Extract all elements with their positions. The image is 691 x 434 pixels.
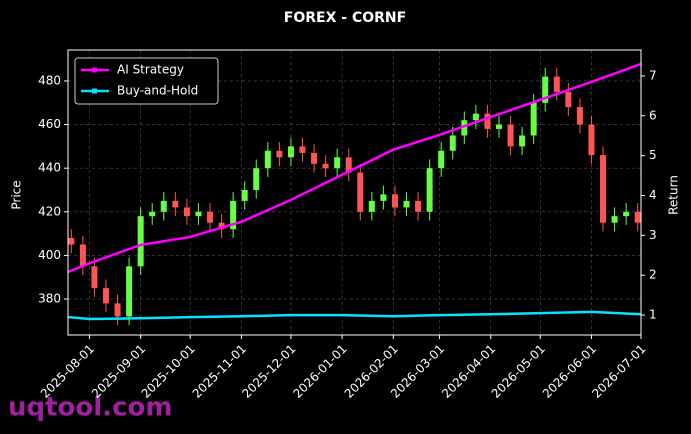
- line: [67, 310, 642, 321]
- candle-body: [102, 288, 109, 304]
- x-tick-label: 2026-07-01: [589, 342, 648, 401]
- candle-body: [299, 146, 306, 153]
- x-tick-label: 2025-12-01: [239, 342, 298, 401]
- candle-body: [218, 222, 225, 230]
- candle-body: [149, 211, 156, 217]
- candle-body: [311, 152, 318, 164]
- candle-body: [461, 120, 468, 136]
- chart-title: FOREX - CORNF: [284, 10, 406, 26]
- y-tick-label: 480: [38, 73, 61, 87]
- candle-body: [391, 194, 398, 208]
- candle-body: [264, 150, 271, 169]
- candle-body: [345, 157, 352, 173]
- candle-body: [230, 200, 237, 230]
- plot-frame: [67, 49, 642, 336]
- candle-body: [449, 135, 456, 151]
- line: [67, 62, 642, 274]
- candle-body: [495, 124, 502, 129]
- candle-body: [588, 124, 595, 156]
- candle-body: [79, 244, 86, 267]
- x-tick-label: 2026-01-01: [290, 342, 349, 401]
- candle-body: [160, 200, 167, 212]
- y2-tick-label: 2: [649, 268, 657, 282]
- candle-body: [519, 135, 526, 147]
- candle-body: [195, 211, 202, 217]
- y-tick-label: 380: [38, 292, 61, 306]
- y-tick-label: 400: [38, 248, 61, 262]
- legend-marker: [92, 88, 97, 94]
- candle-body: [91, 266, 98, 289]
- y2-tick-label: 3: [649, 228, 657, 242]
- y-tick-label: 460: [38, 117, 61, 131]
- candle-body: [68, 237, 75, 245]
- y-tick-label: 420: [38, 204, 61, 218]
- candle-body: [322, 163, 329, 169]
- candle-body: [241, 189, 248, 201]
- y2-tick-label: 4: [649, 188, 657, 202]
- candle-body: [126, 266, 133, 317]
- legend: AI Strategy Buy-and-Hold: [74, 57, 219, 105]
- candle-body: [611, 216, 618, 223]
- candle-body: [183, 207, 190, 217]
- candle-body: [334, 157, 341, 169]
- y2-tick-label: 6: [649, 108, 657, 122]
- candle-body: [380, 194, 387, 201]
- legend-label: Buy-and-Hold: [117, 84, 198, 98]
- candle-body: [484, 113, 491, 129]
- candle-body: [507, 124, 514, 147]
- candle-body: [600, 155, 607, 223]
- legend-box: [74, 57, 219, 105]
- y2-tick-label: 7: [649, 68, 657, 82]
- watermark: uqtool.com: [8, 393, 172, 423]
- x-tick-label: 2026-05-01: [489, 342, 548, 401]
- legend-marker: [92, 67, 97, 73]
- candle-body: [287, 146, 294, 158]
- candle-body: [207, 211, 214, 223]
- candle-body: [530, 102, 537, 136]
- candle-body: [276, 150, 283, 158]
- candle-body: [403, 200, 410, 208]
- candle-body: [438, 150, 445, 169]
- candle-body: [542, 76, 549, 103]
- candle-body: [253, 168, 260, 190]
- y-axis-label: Price: [10, 180, 24, 209]
- candle-body: [623, 211, 630, 217]
- candle-body: [472, 113, 479, 121]
- candle-body: [426, 168, 433, 212]
- legend-label: AI Strategy: [117, 63, 184, 77]
- candle-body: [415, 200, 422, 212]
- candle-body: [553, 76, 560, 92]
- candle-body: [576, 107, 583, 125]
- y2-tick-label: 1: [649, 308, 657, 322]
- y2-axis-label: Return: [667, 175, 681, 215]
- candle-body: [137, 216, 144, 267]
- candle-body: [114, 303, 121, 317]
- candle-body: [357, 172, 364, 212]
- y-tick-label: 440: [38, 161, 61, 175]
- candle-body: [368, 200, 375, 212]
- y2-tick-label: 5: [649, 148, 657, 162]
- candle-body: [634, 211, 641, 223]
- candle-body: [172, 200, 179, 208]
- candle-body: [565, 91, 572, 108]
